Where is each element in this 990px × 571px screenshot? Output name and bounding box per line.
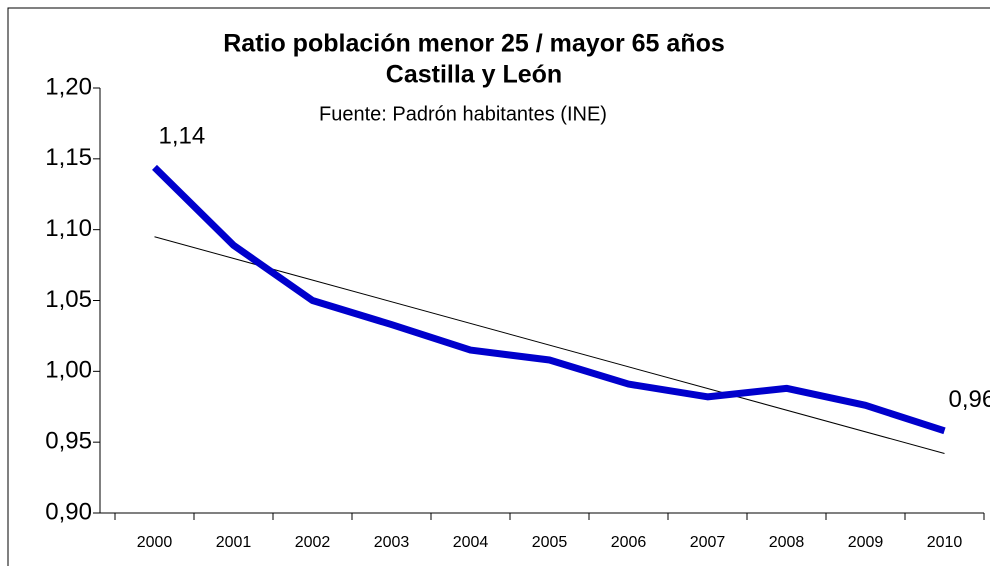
- x-tick-label: 2008: [769, 534, 805, 551]
- chart-source: Fuente: Padrón habitantes (INE): [319, 103, 607, 125]
- x-tick-label: 2001: [216, 534, 252, 551]
- y-tick-label: 1,20: [45, 73, 92, 100]
- x-tick-label: 2010: [927, 534, 963, 551]
- data-label: 0,96: [949, 386, 990, 413]
- chart-title: Ratio población menor 25 / mayor 65 años: [223, 30, 725, 58]
- x-tick-label: 2003: [374, 534, 410, 551]
- data-line: [155, 167, 945, 431]
- x-tick-label: 2000: [137, 534, 173, 551]
- data-label: 1,14: [159, 123, 206, 150]
- x-tick-label: 2002: [295, 534, 331, 551]
- chart-frame: [8, 8, 990, 566]
- x-tick-label: 2005: [532, 534, 568, 551]
- x-tick-label: 2004: [453, 534, 489, 551]
- y-tick-label: 1,00: [45, 357, 92, 384]
- y-tick-label: 1,15: [45, 144, 92, 171]
- x-tick-label: 2006: [611, 534, 647, 551]
- y-tick-label: 1,05: [45, 286, 92, 313]
- y-tick-label: 1,10: [45, 215, 92, 242]
- chart-subtitle: Castilla y León: [386, 61, 562, 89]
- y-tick-label: 0,90: [45, 498, 92, 525]
- x-tick-label: 2009: [848, 534, 884, 551]
- y-tick-label: 0,95: [45, 428, 92, 455]
- x-tick-label: 2007: [690, 534, 726, 551]
